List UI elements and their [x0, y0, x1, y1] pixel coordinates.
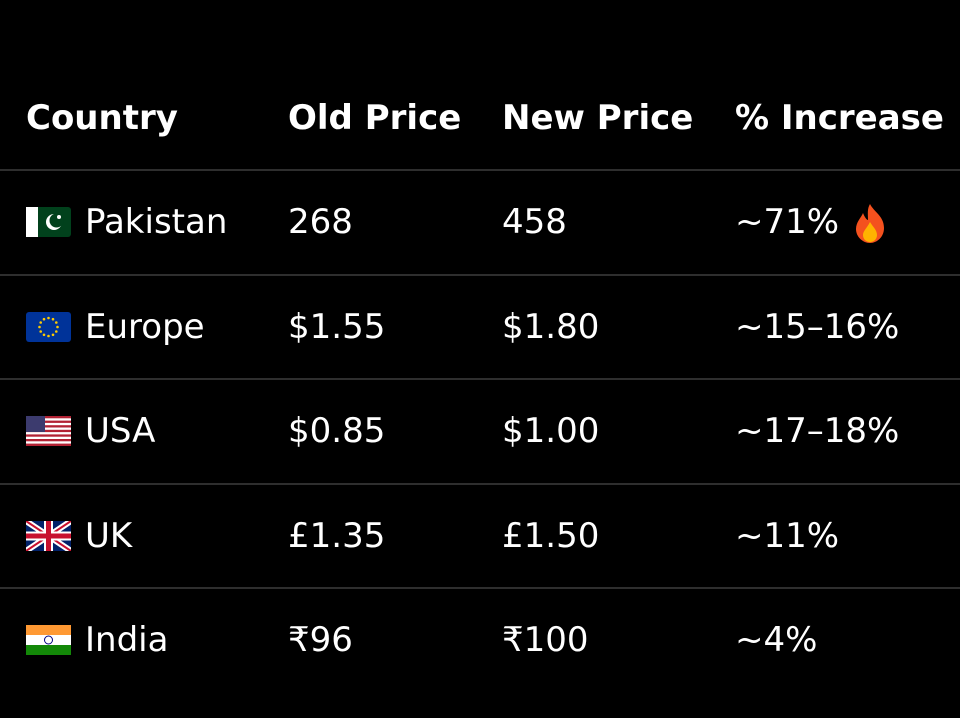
increase-cell: ~17–18% — [735, 411, 900, 451]
old-price-cell: $1.55 — [288, 307, 386, 347]
country-cell: UK — [85, 516, 133, 556]
row-separator — [0, 378, 960, 380]
new-price-cell: $1.00 — [502, 411, 600, 451]
row-separator — [0, 483, 960, 485]
increase-cell: ~4% — [735, 620, 818, 660]
flag-pakistan — [26, 207, 71, 237]
flag-usa — [26, 416, 71, 446]
header-cell: New Price — [502, 98, 694, 138]
new-price-cell: £1.50 — [502, 516, 600, 556]
row-separator — [0, 587, 960, 589]
old-price-cell: $0.85 — [288, 411, 386, 451]
increase-cell: ~11% — [735, 516, 840, 556]
increase-cell: ~71% — [735, 202, 840, 242]
old-price-cell: £1.35 — [288, 516, 386, 556]
country-cell: Europe — [85, 307, 205, 347]
header-cell: Country — [26, 98, 178, 138]
new-price-cell: ₹100 — [502, 620, 589, 660]
flag-eu — [26, 312, 71, 342]
old-price-cell: ₹96 — [288, 620, 353, 660]
flag-uk — [26, 521, 71, 551]
header-cell: % Increase — [735, 98, 944, 138]
country-cell: USA — [85, 411, 156, 451]
old-price-cell: 268 — [288, 202, 353, 242]
header-cell: Old Price — [288, 98, 462, 138]
row-separator — [0, 274, 960, 276]
country-cell: India — [85, 620, 169, 660]
flag-india — [26, 625, 71, 655]
increase-cell: ~15–16% — [735, 307, 900, 347]
row-separator — [0, 169, 960, 171]
new-price-cell: $1.80 — [502, 307, 600, 347]
new-price-cell: 458 — [502, 202, 567, 242]
country-cell: Pakistan — [85, 202, 228, 242]
fire-icon — [856, 204, 884, 243]
